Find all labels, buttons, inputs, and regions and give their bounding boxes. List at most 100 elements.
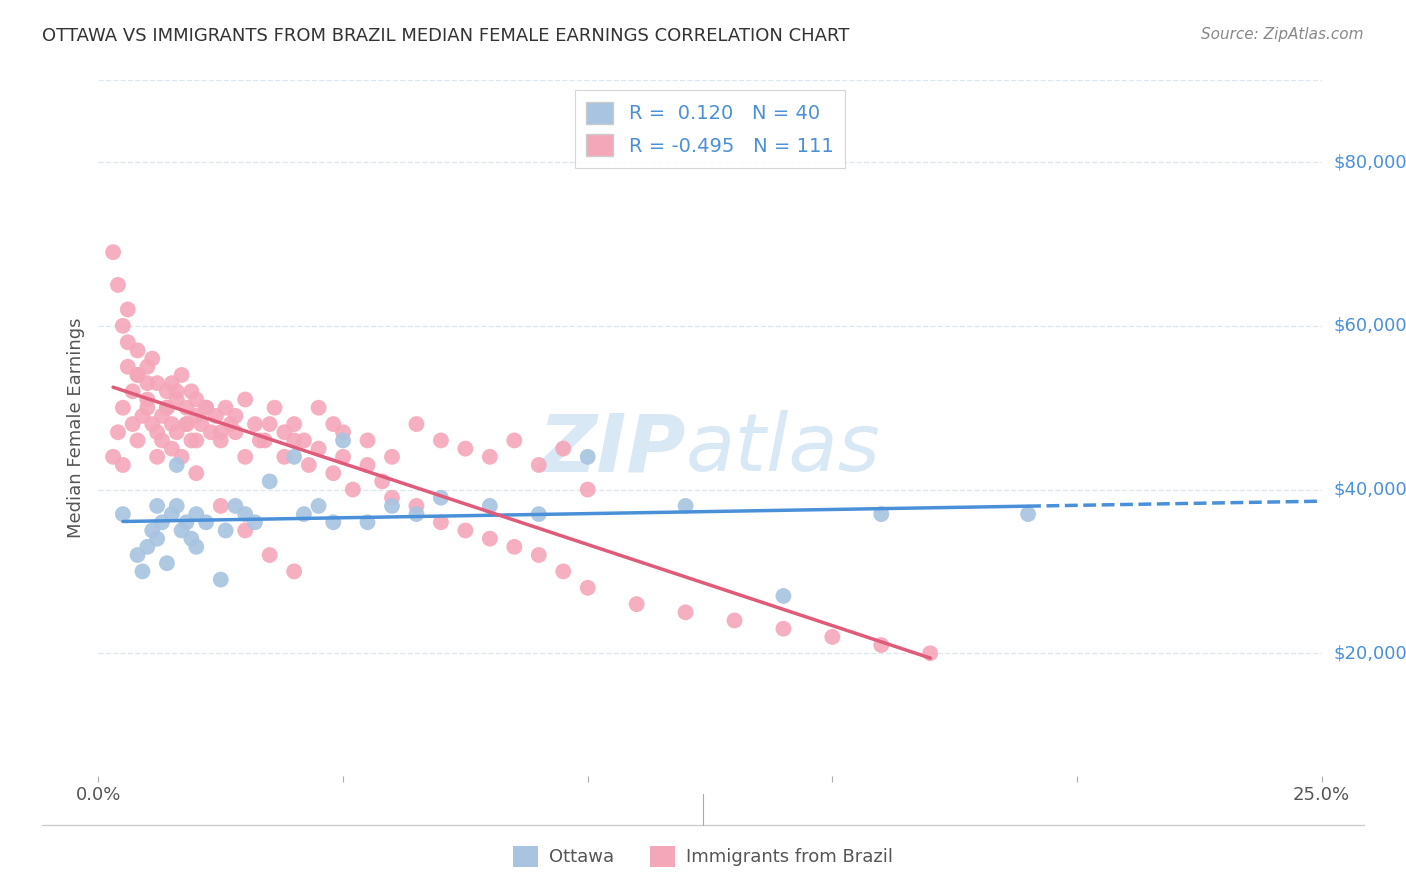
Point (292, 434, 315, 448)
Point (150, 409, 173, 423)
Point (146, 450, 169, 464)
Point (136, 540, 159, 554)
Point (249, 434, 271, 448)
Point (214, 401, 236, 415)
Point (166, 392, 188, 407)
Point (723, 614, 745, 628)
Point (131, 409, 153, 423)
Point (283, 565, 305, 579)
Point (430, 434, 453, 448)
Point (259, 475, 281, 489)
Point (478, 499, 501, 513)
Point (342, 483, 364, 497)
Point (136, 359, 159, 374)
Point (576, 581, 599, 595)
Point (332, 450, 354, 464)
Point (176, 401, 198, 415)
Point (356, 434, 378, 448)
Point (263, 401, 285, 415)
Point (156, 401, 179, 415)
Point (166, 458, 188, 472)
Point (117, 335, 139, 350)
Point (772, 589, 794, 603)
Text: $40,000: $40,000 (1334, 481, 1406, 499)
Point (136, 401, 159, 415)
Point (233, 392, 256, 407)
Point (141, 524, 163, 538)
Point (195, 401, 218, 415)
Point (180, 532, 202, 546)
Point (186, 466, 208, 480)
Point (146, 425, 169, 440)
Point (381, 499, 404, 513)
Point (176, 417, 198, 431)
Point (233, 450, 256, 464)
Point (870, 507, 893, 521)
Point (283, 434, 305, 448)
Point (527, 507, 550, 521)
Point (111, 401, 134, 415)
Point (243, 516, 266, 530)
Point (322, 466, 344, 480)
Point (170, 524, 193, 538)
Point (127, 368, 149, 382)
Point (209, 573, 232, 587)
Point (127, 548, 149, 562)
Legend: Ottawa, Immigrants from Brazil: Ottawa, Immigrants from Brazil (506, 838, 900, 874)
Point (156, 556, 179, 570)
Point (101, 450, 124, 464)
Text: $80,000: $80,000 (1334, 153, 1406, 171)
Point (298, 458, 321, 472)
Point (160, 376, 183, 391)
Point (141, 417, 163, 431)
Point (772, 622, 794, 636)
Point (233, 524, 256, 538)
Point (553, 565, 575, 579)
Point (166, 384, 188, 399)
Point (381, 491, 404, 505)
Point (626, 597, 648, 611)
Point (166, 499, 188, 513)
Point (117, 359, 139, 374)
Point (405, 417, 427, 431)
Y-axis label: Median Female Earnings: Median Female Earnings (66, 318, 84, 539)
Point (332, 425, 354, 440)
Point (127, 343, 149, 358)
Point (141, 351, 163, 366)
Point (454, 524, 477, 538)
Point (176, 417, 198, 431)
Point (150, 516, 173, 530)
Point (107, 277, 129, 292)
Point (870, 638, 893, 652)
Point (111, 458, 134, 472)
Point (205, 409, 228, 423)
Point (186, 409, 208, 423)
Point (156, 384, 179, 399)
Point (322, 417, 344, 431)
Point (920, 646, 942, 660)
Text: atlas: atlas (686, 410, 880, 488)
Point (219, 417, 242, 431)
Point (259, 548, 281, 562)
Point (430, 491, 453, 505)
Point (209, 425, 232, 440)
Point (308, 401, 330, 415)
Point (186, 540, 208, 554)
Point (283, 450, 305, 464)
Point (356, 458, 378, 472)
Point (209, 499, 232, 513)
Point (146, 499, 169, 513)
Point (170, 368, 193, 382)
Point (186, 434, 208, 448)
Point (332, 434, 354, 448)
Point (253, 434, 276, 448)
Point (160, 417, 183, 431)
Point (243, 417, 266, 431)
Point (527, 458, 550, 472)
Point (405, 507, 427, 521)
Legend: R =  0.120   N = 40, R = -0.495   N = 111: R = 0.120 N = 40, R = -0.495 N = 111 (575, 90, 845, 168)
Text: Source: ZipAtlas.com: Source: ZipAtlas.com (1201, 27, 1364, 42)
Point (308, 499, 330, 513)
Point (821, 630, 844, 644)
Point (273, 450, 295, 464)
